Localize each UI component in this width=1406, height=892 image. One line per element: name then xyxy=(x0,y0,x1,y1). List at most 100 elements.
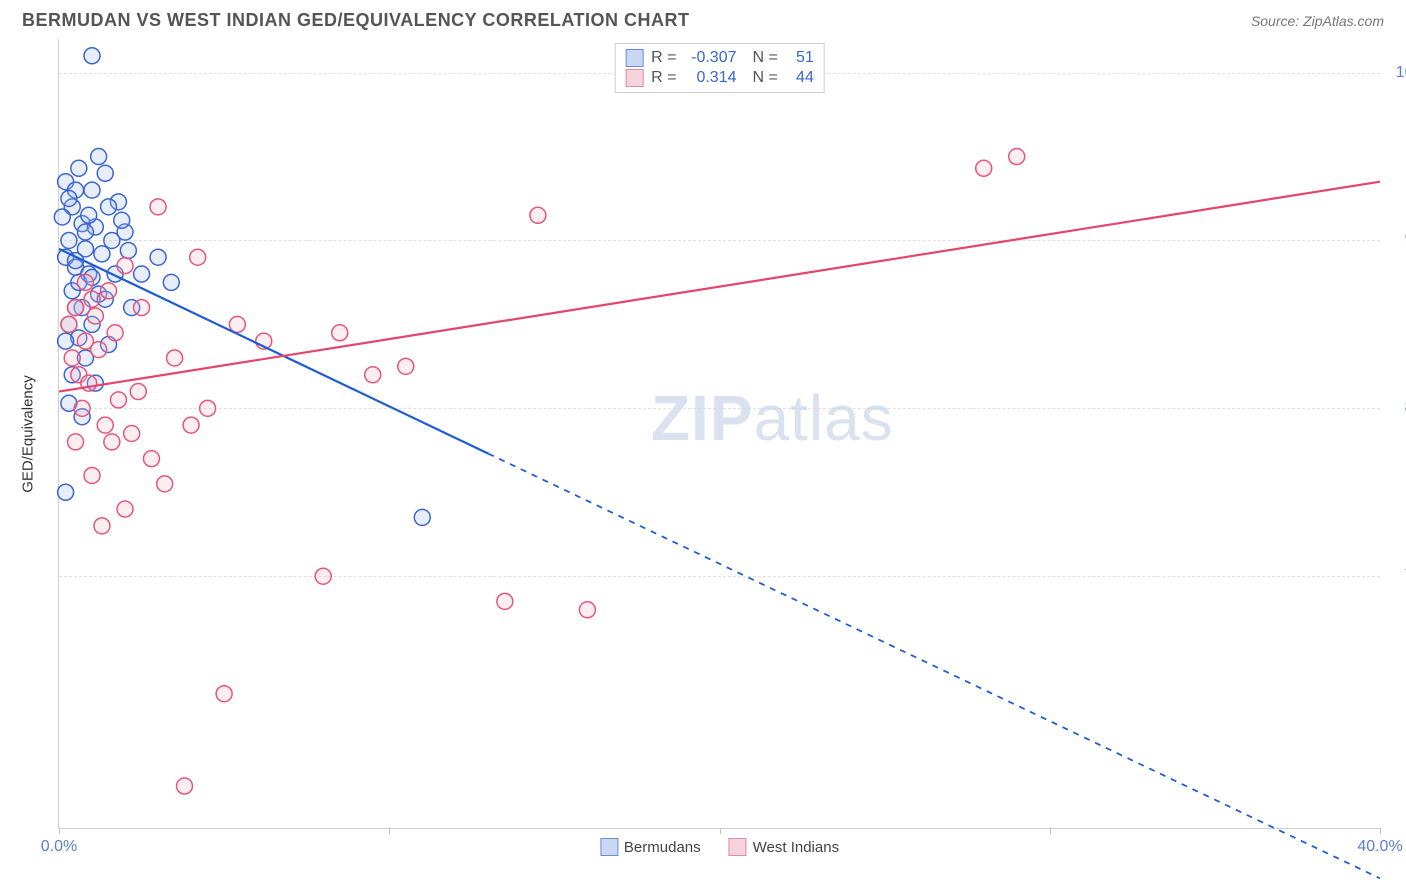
stat-n-value: 51 xyxy=(784,49,814,67)
data-point xyxy=(143,451,159,467)
legend-item-bermudans: Bermudans xyxy=(600,838,701,856)
data-point xyxy=(61,190,77,206)
x-tick xyxy=(720,828,721,834)
data-point xyxy=(530,207,546,223)
data-point xyxy=(84,182,100,198)
data-point xyxy=(84,467,100,483)
scatter-svg xyxy=(59,39,1380,828)
data-point xyxy=(94,518,110,534)
bottom-legend: Bermudans West Indians xyxy=(600,838,839,856)
legend-item-westindians: West Indians xyxy=(729,838,839,856)
trend-line-extrapolated xyxy=(488,454,1380,879)
stat-r-label: R = xyxy=(651,69,676,87)
data-point xyxy=(74,400,90,416)
data-point xyxy=(150,199,166,215)
data-point xyxy=(229,316,245,332)
data-point xyxy=(398,358,414,374)
data-point xyxy=(183,417,199,433)
data-point xyxy=(497,593,513,609)
data-point xyxy=(68,300,84,316)
stat-n-value: 44 xyxy=(784,69,814,87)
data-point xyxy=(110,392,126,408)
data-point xyxy=(94,246,110,262)
data-point xyxy=(365,367,381,383)
x-tick xyxy=(389,828,390,834)
x-tick xyxy=(59,828,60,834)
data-point xyxy=(163,274,179,290)
data-point xyxy=(1009,149,1025,165)
data-point xyxy=(167,350,183,366)
x-tick-label: 40.0% xyxy=(1357,838,1402,856)
stats-row: R = -0.307 N = 51 xyxy=(625,48,814,68)
data-point xyxy=(61,232,77,248)
data-point xyxy=(64,350,80,366)
data-point xyxy=(120,243,136,259)
data-point xyxy=(58,484,74,500)
data-point xyxy=(150,249,166,265)
chart-container: GED/Equivalency ZIPatlas R = -0.307 N = … xyxy=(22,39,1384,829)
x-tick xyxy=(1380,828,1381,834)
stat-r-label: R = xyxy=(651,49,676,67)
data-point xyxy=(77,274,93,290)
data-point xyxy=(101,283,117,299)
data-point xyxy=(101,199,117,215)
data-point xyxy=(176,778,192,794)
stats-legend-box: R = -0.307 N = 51 R = 0.314 N = 44 xyxy=(614,43,825,93)
y-tick-label: 90.0% xyxy=(1390,231,1406,249)
data-point xyxy=(87,308,103,324)
y-tick-label: 80.0% xyxy=(1390,399,1406,417)
data-point xyxy=(54,209,70,225)
data-point xyxy=(976,160,992,176)
chart-title: BERMUDAN VS WEST INDIAN GED/EQUIVALENCY … xyxy=(22,10,690,31)
data-point xyxy=(84,48,100,64)
data-point xyxy=(579,602,595,618)
data-point xyxy=(157,476,173,492)
legend-label: Bermudans xyxy=(624,839,701,856)
data-point xyxy=(134,266,150,282)
y-axis-label: GED/Equivalency xyxy=(20,375,37,493)
y-tick-label: 100.0% xyxy=(1390,64,1406,82)
stat-n-label: N = xyxy=(753,49,778,67)
stats-row: R = 0.314 N = 44 xyxy=(625,68,814,88)
plot-area: ZIPatlas R = -0.307 N = 51 R = 0.314 N =… xyxy=(58,39,1380,829)
legend-swatch-westindians xyxy=(729,838,747,856)
data-point xyxy=(315,568,331,584)
data-point xyxy=(91,149,107,165)
data-point xyxy=(200,400,216,416)
data-point xyxy=(332,325,348,341)
data-point xyxy=(61,316,77,332)
data-point xyxy=(104,434,120,450)
data-point xyxy=(414,509,430,525)
trend-line xyxy=(59,249,488,454)
data-point xyxy=(97,165,113,181)
stat-r-value: -0.307 xyxy=(683,49,737,67)
data-point xyxy=(91,342,107,358)
data-point xyxy=(190,249,206,265)
data-point xyxy=(97,417,113,433)
legend-swatch-bermudans xyxy=(600,838,618,856)
stat-n-label: N = xyxy=(753,69,778,87)
data-point xyxy=(117,258,133,274)
chart-header: BERMUDAN VS WEST INDIAN GED/EQUIVALENCY … xyxy=(0,0,1406,39)
data-point xyxy=(107,325,123,341)
x-tick-label: 0.0% xyxy=(41,838,77,856)
data-point xyxy=(58,333,74,349)
y-tick-label: 70.0% xyxy=(1390,567,1406,585)
stat-r-value: 0.314 xyxy=(683,69,737,87)
legend-label: West Indians xyxy=(753,839,839,856)
chart-source: Source: ZipAtlas.com xyxy=(1251,13,1384,29)
data-point xyxy=(124,426,140,442)
data-point xyxy=(71,160,87,176)
data-point xyxy=(130,384,146,400)
data-point xyxy=(134,300,150,316)
x-tick xyxy=(1050,828,1051,834)
data-point xyxy=(117,501,133,517)
data-point xyxy=(114,212,130,228)
stats-swatch-bermudans xyxy=(625,49,643,67)
data-point xyxy=(84,291,100,307)
data-point xyxy=(68,434,84,450)
data-point xyxy=(81,207,97,223)
data-point xyxy=(77,224,93,240)
data-point xyxy=(104,232,120,248)
data-point xyxy=(216,686,232,702)
